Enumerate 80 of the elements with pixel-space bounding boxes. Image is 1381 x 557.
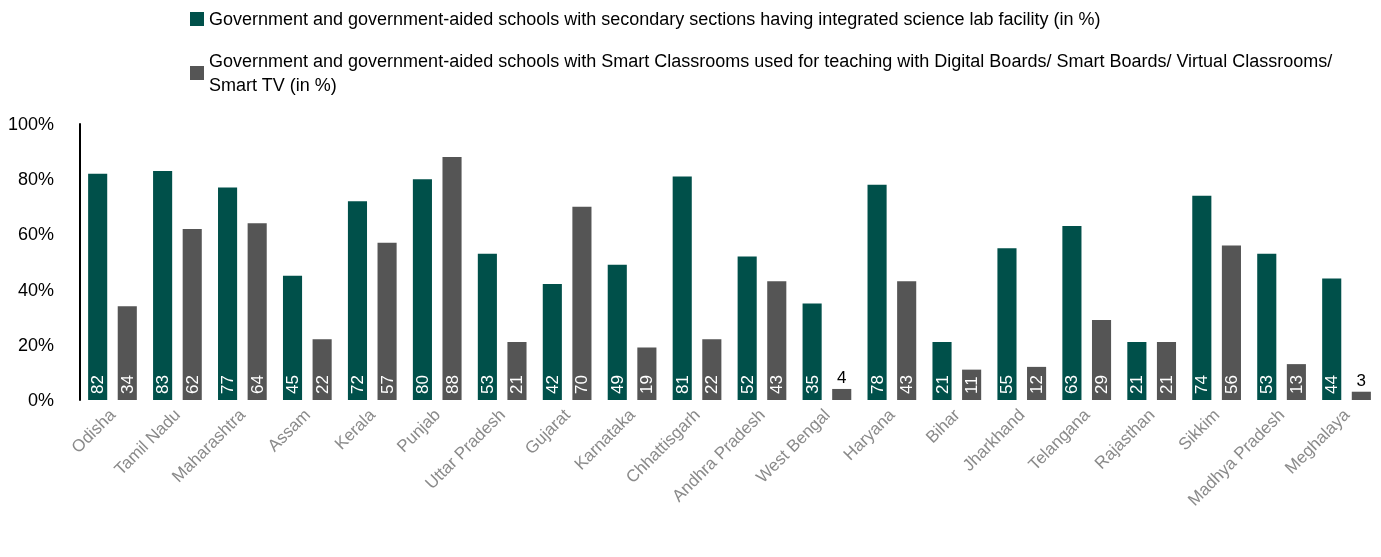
data-label: 80 [412, 375, 432, 394]
y-tick-label: 100% [7, 114, 54, 134]
data-label: 3 [1356, 370, 1367, 390]
data-label: 29 [1092, 375, 1112, 394]
data-label: 21 [1127, 375, 1147, 394]
data-label: 34 [117, 375, 137, 394]
bar [218, 187, 238, 400]
bar [347, 201, 368, 400]
bar [282, 275, 303, 400]
data-label: 35 [802, 375, 822, 394]
bar [1351, 391, 1371, 400]
data-label: 4 [837, 367, 847, 387]
data-label: 70 [572, 375, 592, 394]
data-label: 52 [737, 375, 757, 394]
bar [737, 256, 757, 400]
bar [1192, 195, 1212, 400]
data-label: 72 [347, 375, 367, 394]
bar [477, 253, 497, 400]
data-label: 53 [477, 375, 497, 394]
bar [672, 176, 692, 400]
data-label: 43 [897, 375, 917, 394]
bar [247, 223, 267, 400]
data-label: 22 [312, 375, 332, 394]
bar [1062, 226, 1082, 400]
data-label: 42 [542, 375, 562, 394]
data-label: 57 [377, 375, 397, 394]
data-label: 56 [1221, 375, 1241, 394]
bar [542, 284, 562, 400]
bar [507, 342, 527, 400]
data-label: 88 [442, 375, 462, 394]
data-label: 11 [962, 376, 982, 394]
data-label: 64 [247, 375, 267, 394]
data-label: 45 [283, 375, 303, 394]
bar [377, 242, 397, 400]
bar [832, 388, 852, 400]
data-label: 12 [1027, 375, 1047, 394]
bar [607, 264, 627, 400]
data-label: 78 [867, 375, 887, 394]
bar [1257, 253, 1277, 400]
legend-label: Government and government-aided schools with Smart Classrooms used for teaching with Digital Boards/ Smart Boards/ Virtual Classrooms/ Smart TV (in %) [209, 51, 1338, 95]
bar [897, 281, 917, 400]
data-label: 55 [997, 375, 1017, 394]
data-label: 53 [1257, 375, 1277, 394]
y-tick-label: 80% [17, 169, 54, 190]
bar [767, 281, 787, 400]
bar [997, 248, 1017, 400]
y-tick-label: 60% [17, 224, 54, 245]
bar [1322, 278, 1342, 400]
legend-label: Government and government-aided schools with secondary sections having integrated science lab facility (in %) [209, 9, 1101, 29]
data-label: 21 [507, 375, 527, 394]
bar [88, 173, 108, 400]
bar [572, 206, 592, 400]
data-label: 13 [1286, 375, 1306, 394]
y-tick-label: 0% [27, 390, 54, 410]
bar [182, 228, 202, 400]
data-label: 21 [1156, 375, 1176, 394]
bar [412, 179, 432, 400]
bar [1221, 245, 1241, 400]
data-label: 63 [1062, 375, 1082, 394]
data-label: 19 [637, 375, 657, 394]
data-label: 22 [702, 375, 722, 394]
bar [1091, 319, 1112, 400]
bar [117, 306, 137, 400]
data-label: 82 [88, 375, 108, 394]
bar [153, 170, 173, 400]
bar [802, 303, 822, 400]
data-label: 43 [767, 375, 787, 394]
data-label: 81 [672, 375, 692, 394]
data-label: 74 [1192, 375, 1212, 394]
data-label: 21 [932, 375, 952, 394]
data-label: 83 [153, 375, 173, 394]
y-tick-label: 20% [17, 334, 54, 355]
bar [932, 342, 952, 400]
bar [867, 184, 887, 400]
y-tick-label: 40% [17, 279, 54, 300]
data-label: 77 [218, 375, 238, 394]
data-label: 44 [1322, 375, 1342, 394]
bar [442, 157, 462, 400]
data-label: 62 [182, 375, 202, 394]
data-label: 49 [607, 375, 627, 394]
